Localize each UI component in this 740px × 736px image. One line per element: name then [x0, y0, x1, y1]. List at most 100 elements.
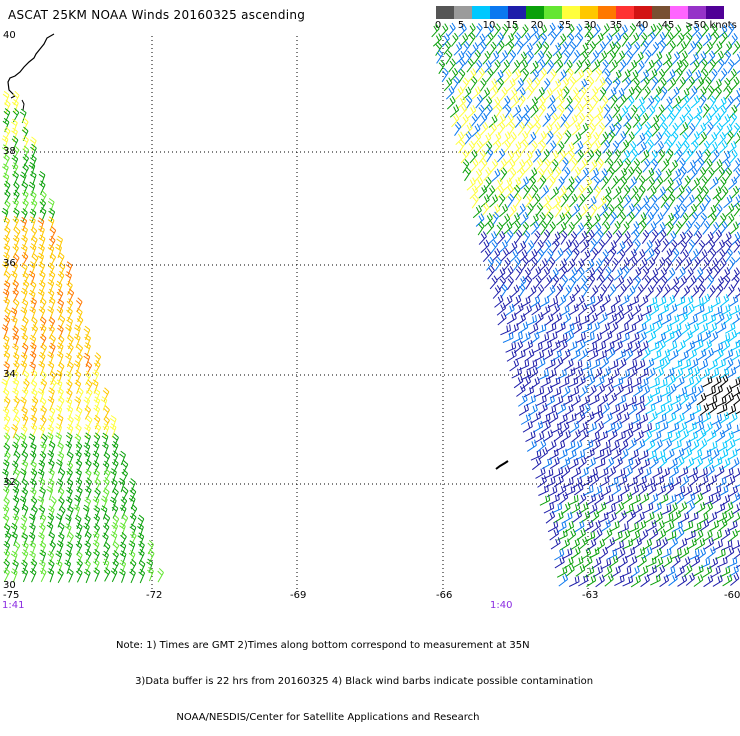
wind-barb	[516, 313, 525, 325]
wind-barb	[464, 123, 472, 136]
wind-barb	[618, 511, 626, 523]
wind-barb	[509, 50, 515, 64]
wind-barb	[711, 222, 718, 235]
wind-barb	[620, 295, 630, 306]
wind-barb	[475, 60, 482, 73]
wind-barb	[531, 296, 540, 308]
wind-barb	[655, 60, 662, 73]
wind-barb	[555, 440, 565, 451]
wind-barb	[487, 148, 493, 162]
wind-barb	[511, 285, 519, 298]
wind-barb	[675, 221, 682, 235]
wind-barb	[503, 258, 510, 271]
wind-barb	[637, 249, 645, 262]
wind-barb	[573, 50, 580, 63]
wind-barb	[4, 397, 10, 411]
wind-barb	[614, 268, 622, 281]
wind-barb	[642, 230, 648, 244]
wind-barb	[507, 313, 516, 325]
wind-barb	[479, 232, 486, 245]
wind-barb	[682, 60, 689, 73]
wind-barb	[684, 377, 694, 388]
wind-barb	[521, 25, 528, 38]
wind-barb	[719, 367, 729, 378]
wind-barb	[48, 199, 54, 213]
wind-barb	[677, 267, 685, 280]
wind-barb	[483, 249, 490, 262]
wind-barb	[703, 340, 712, 352]
wind-barb	[656, 485, 666, 496]
wind-barb	[631, 377, 641, 388]
wind-barb	[467, 178, 475, 191]
wind-barb	[599, 123, 605, 137]
wind-barb	[571, 204, 579, 217]
wind-barb	[665, 24, 671, 38]
wind-barb	[723, 468, 733, 479]
wind-barb	[671, 123, 678, 136]
wind-barb	[605, 231, 612, 244]
wind-barb	[691, 485, 701, 496]
wind-barb	[468, 141, 475, 155]
wind-barb	[647, 331, 656, 343]
wind-barb	[704, 195, 710, 209]
wind-barb	[505, 105, 511, 119]
wind-barb	[29, 182, 35, 196]
wind-barb	[652, 502, 662, 513]
wind-barb	[584, 566, 594, 577]
wind-barb	[574, 96, 581, 110]
wind-barb	[573, 133, 581, 146]
wind-barb	[57, 479, 63, 493]
wind-barb	[692, 178, 700, 191]
footnote: Note: 1) Times are GMT 2)Times along bot…	[116, 616, 593, 736]
wind-barb	[733, 467, 740, 479]
wind-barb	[552, 350, 562, 361]
wind-barb	[544, 275, 552, 288]
wind-barb	[709, 285, 716, 298]
wind-barb	[687, 422, 697, 433]
wind-barb	[631, 186, 638, 199]
wind-barb	[14, 227, 20, 241]
wind-barb	[680, 393, 688, 406]
wind-barb	[534, 387, 544, 397]
wind-barb	[663, 556, 672, 568]
wind-barb	[522, 222, 528, 236]
wind-barb	[674, 368, 683, 380]
wind-barb	[569, 304, 578, 315]
wind-barb	[556, 23, 563, 36]
wind-barb	[112, 522, 118, 536]
wind-barb	[625, 277, 633, 290]
wind-barb	[493, 60, 500, 74]
wind-barb	[51, 497, 57, 511]
wind-barb	[554, 511, 564, 522]
wind-barb	[592, 485, 602, 496]
wind-barb	[522, 105, 530, 118]
wind-barb	[22, 387, 28, 401]
wind-barb	[450, 105, 458, 118]
wind-barb	[691, 132, 699, 145]
wind-barb	[629, 24, 636, 38]
wind-barb	[645, 50, 652, 64]
wind-barb	[48, 362, 54, 376]
wind-barb	[649, 493, 658, 505]
wind-barb	[486, 33, 493, 46]
pass-time-left: 1:41	[2, 600, 24, 611]
wind-barb	[711, 566, 721, 577]
wind-barb	[708, 512, 717, 524]
wind-barb	[498, 313, 506, 326]
wind-barb	[691, 285, 699, 298]
wind-barb	[30, 191, 36, 205]
wind-barb	[546, 323, 556, 333]
footnote-line-2: 3)Data buffer is 22 hrs from 20160325 4)…	[116, 676, 593, 688]
wind-barb	[686, 114, 693, 128]
wind-barb	[716, 123, 723, 137]
wind-barb	[609, 51, 616, 65]
wind-barb	[571, 467, 580, 478]
wind-barb	[727, 214, 734, 227]
wind-barb	[650, 574, 660, 585]
wind-barb	[683, 367, 692, 379]
wind-barb	[85, 560, 91, 574]
wind-barb	[666, 413, 676, 424]
wind-barb	[556, 284, 563, 297]
wind-barb	[93, 549, 99, 563]
wind-barb	[75, 380, 81, 394]
